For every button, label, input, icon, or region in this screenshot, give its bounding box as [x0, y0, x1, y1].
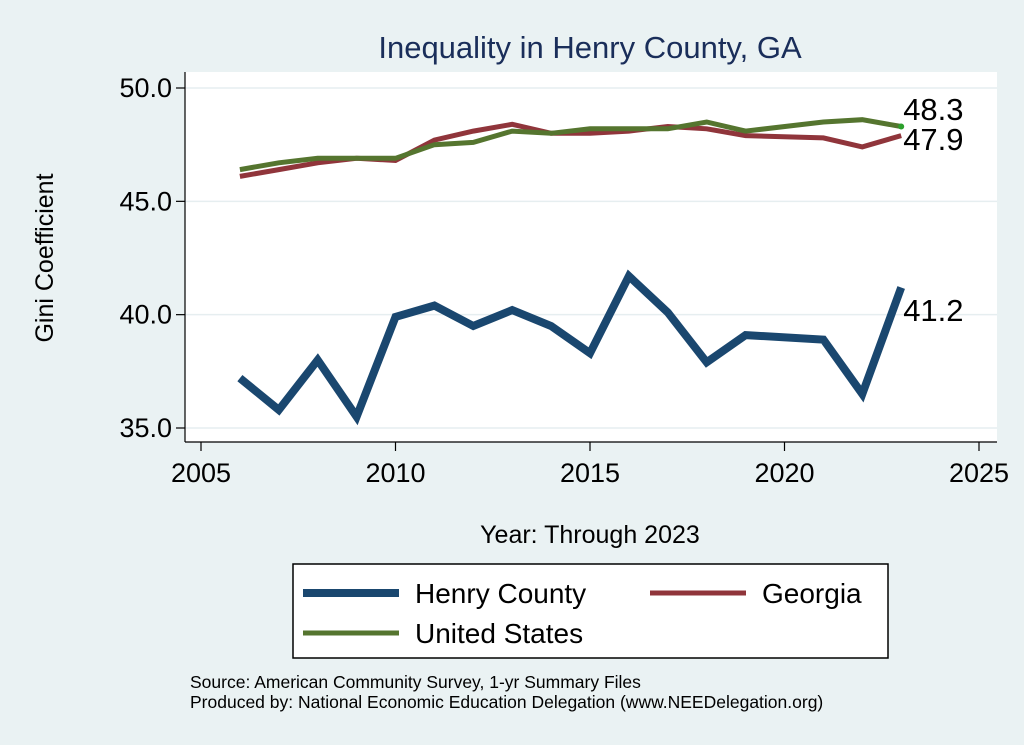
x-axis-title: Year: Through 2023 [480, 521, 700, 549]
grid-lines [185, 87, 997, 429]
x-axis-ticks: 2005 2010 2015 2020 2025 [171, 442, 1009, 488]
y-tick-label: 35.0 [119, 413, 172, 443]
x-tick-label: 2010 [365, 458, 425, 488]
x-tick-label: 2015 [560, 458, 620, 488]
legend-label-georgia: Georgia [762, 578, 862, 609]
producer-note: Produced by: National Economic Education… [190, 692, 823, 712]
x-tick-label: 2020 [754, 458, 814, 488]
source-note: Source: American Community Survey, 1-yr … [190, 672, 641, 692]
y-tick-label: 45.0 [119, 186, 172, 216]
x-tick-label: 2025 [949, 458, 1009, 488]
x-tick-label: 2005 [171, 458, 231, 488]
y-tick-label: 40.0 [119, 300, 172, 330]
legend-label-united-states: United States [415, 618, 583, 649]
series-lines [237, 117, 905, 426]
legend-label-henry-county: Henry County [415, 578, 586, 609]
end-label-georgia: 47.9 [903, 122, 963, 157]
end-labels: 41.2 47.948.3 [903, 92, 963, 328]
y-axis-title: Gini Coefficient [31, 173, 59, 342]
y-tick-label: 50.0 [119, 73, 172, 103]
y-axis-ticks: 35.0 40.0 45.0 50.0 [119, 73, 185, 443]
legend: Henry County Georgia United States [303, 578, 862, 649]
series-line-united-states [239, 117, 902, 173]
united-states-end-marker [898, 123, 905, 130]
series-line-henry-county [237, 269, 905, 426]
legend-box [292, 563, 889, 659]
chart-title: Inequality in Henry County, GA [378, 30, 802, 65]
end-label-united-states: 48.3 [903, 92, 963, 127]
end-label-henry-county: 41.2 [903, 293, 963, 328]
